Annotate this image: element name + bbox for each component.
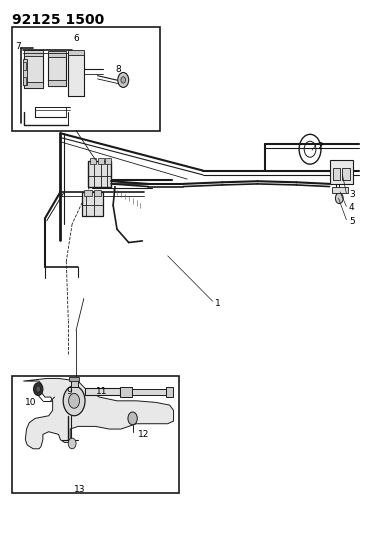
Bar	[68, 52, 84, 96]
Bar	[23, 62, 26, 70]
Bar	[12, 27, 160, 131]
Text: 2: 2	[318, 142, 323, 151]
Bar	[98, 158, 104, 164]
Circle shape	[69, 393, 80, 408]
Text: 13: 13	[74, 485, 85, 494]
Circle shape	[34, 383, 43, 395]
Bar	[120, 387, 132, 397]
Polygon shape	[23, 378, 174, 449]
Bar	[24, 50, 43, 56]
Circle shape	[121, 77, 126, 83]
Text: 7: 7	[16, 42, 21, 51]
Text: 1: 1	[215, 300, 220, 308]
Bar	[342, 168, 350, 180]
Bar	[132, 389, 167, 395]
Bar	[48, 80, 66, 86]
Bar	[82, 192, 103, 216]
Text: 8: 8	[115, 65, 121, 74]
Bar	[24, 53, 43, 88]
Bar	[69, 377, 79, 381]
Bar	[333, 168, 340, 180]
Text: 12: 12	[138, 430, 150, 439]
Text: 92125 1500: 92125 1500	[12, 13, 104, 27]
Text: 3: 3	[349, 190, 355, 199]
Bar	[88, 161, 111, 187]
Circle shape	[63, 386, 85, 416]
Text: 10: 10	[25, 398, 37, 407]
Text: 11: 11	[96, 387, 107, 396]
Circle shape	[68, 438, 76, 449]
Bar	[90, 158, 96, 164]
Bar	[94, 190, 101, 196]
Bar	[12, 376, 179, 493]
Bar	[84, 190, 92, 196]
Bar	[48, 51, 66, 57]
Bar	[23, 77, 26, 85]
Circle shape	[36, 386, 41, 392]
Bar	[68, 50, 84, 55]
Circle shape	[335, 193, 343, 204]
Bar	[48, 54, 66, 86]
Bar	[23, 59, 27, 85]
Bar	[71, 379, 78, 387]
Bar	[24, 82, 43, 88]
Text: 6: 6	[73, 35, 79, 43]
Bar	[330, 160, 353, 184]
Bar	[105, 158, 111, 164]
Text: 4: 4	[349, 204, 355, 212]
Circle shape	[128, 412, 137, 425]
Text: 9: 9	[66, 387, 72, 396]
Bar	[166, 387, 173, 397]
Circle shape	[118, 72, 129, 87]
Bar	[332, 187, 348, 193]
Text: 5: 5	[349, 217, 355, 225]
Bar	[85, 388, 120, 395]
